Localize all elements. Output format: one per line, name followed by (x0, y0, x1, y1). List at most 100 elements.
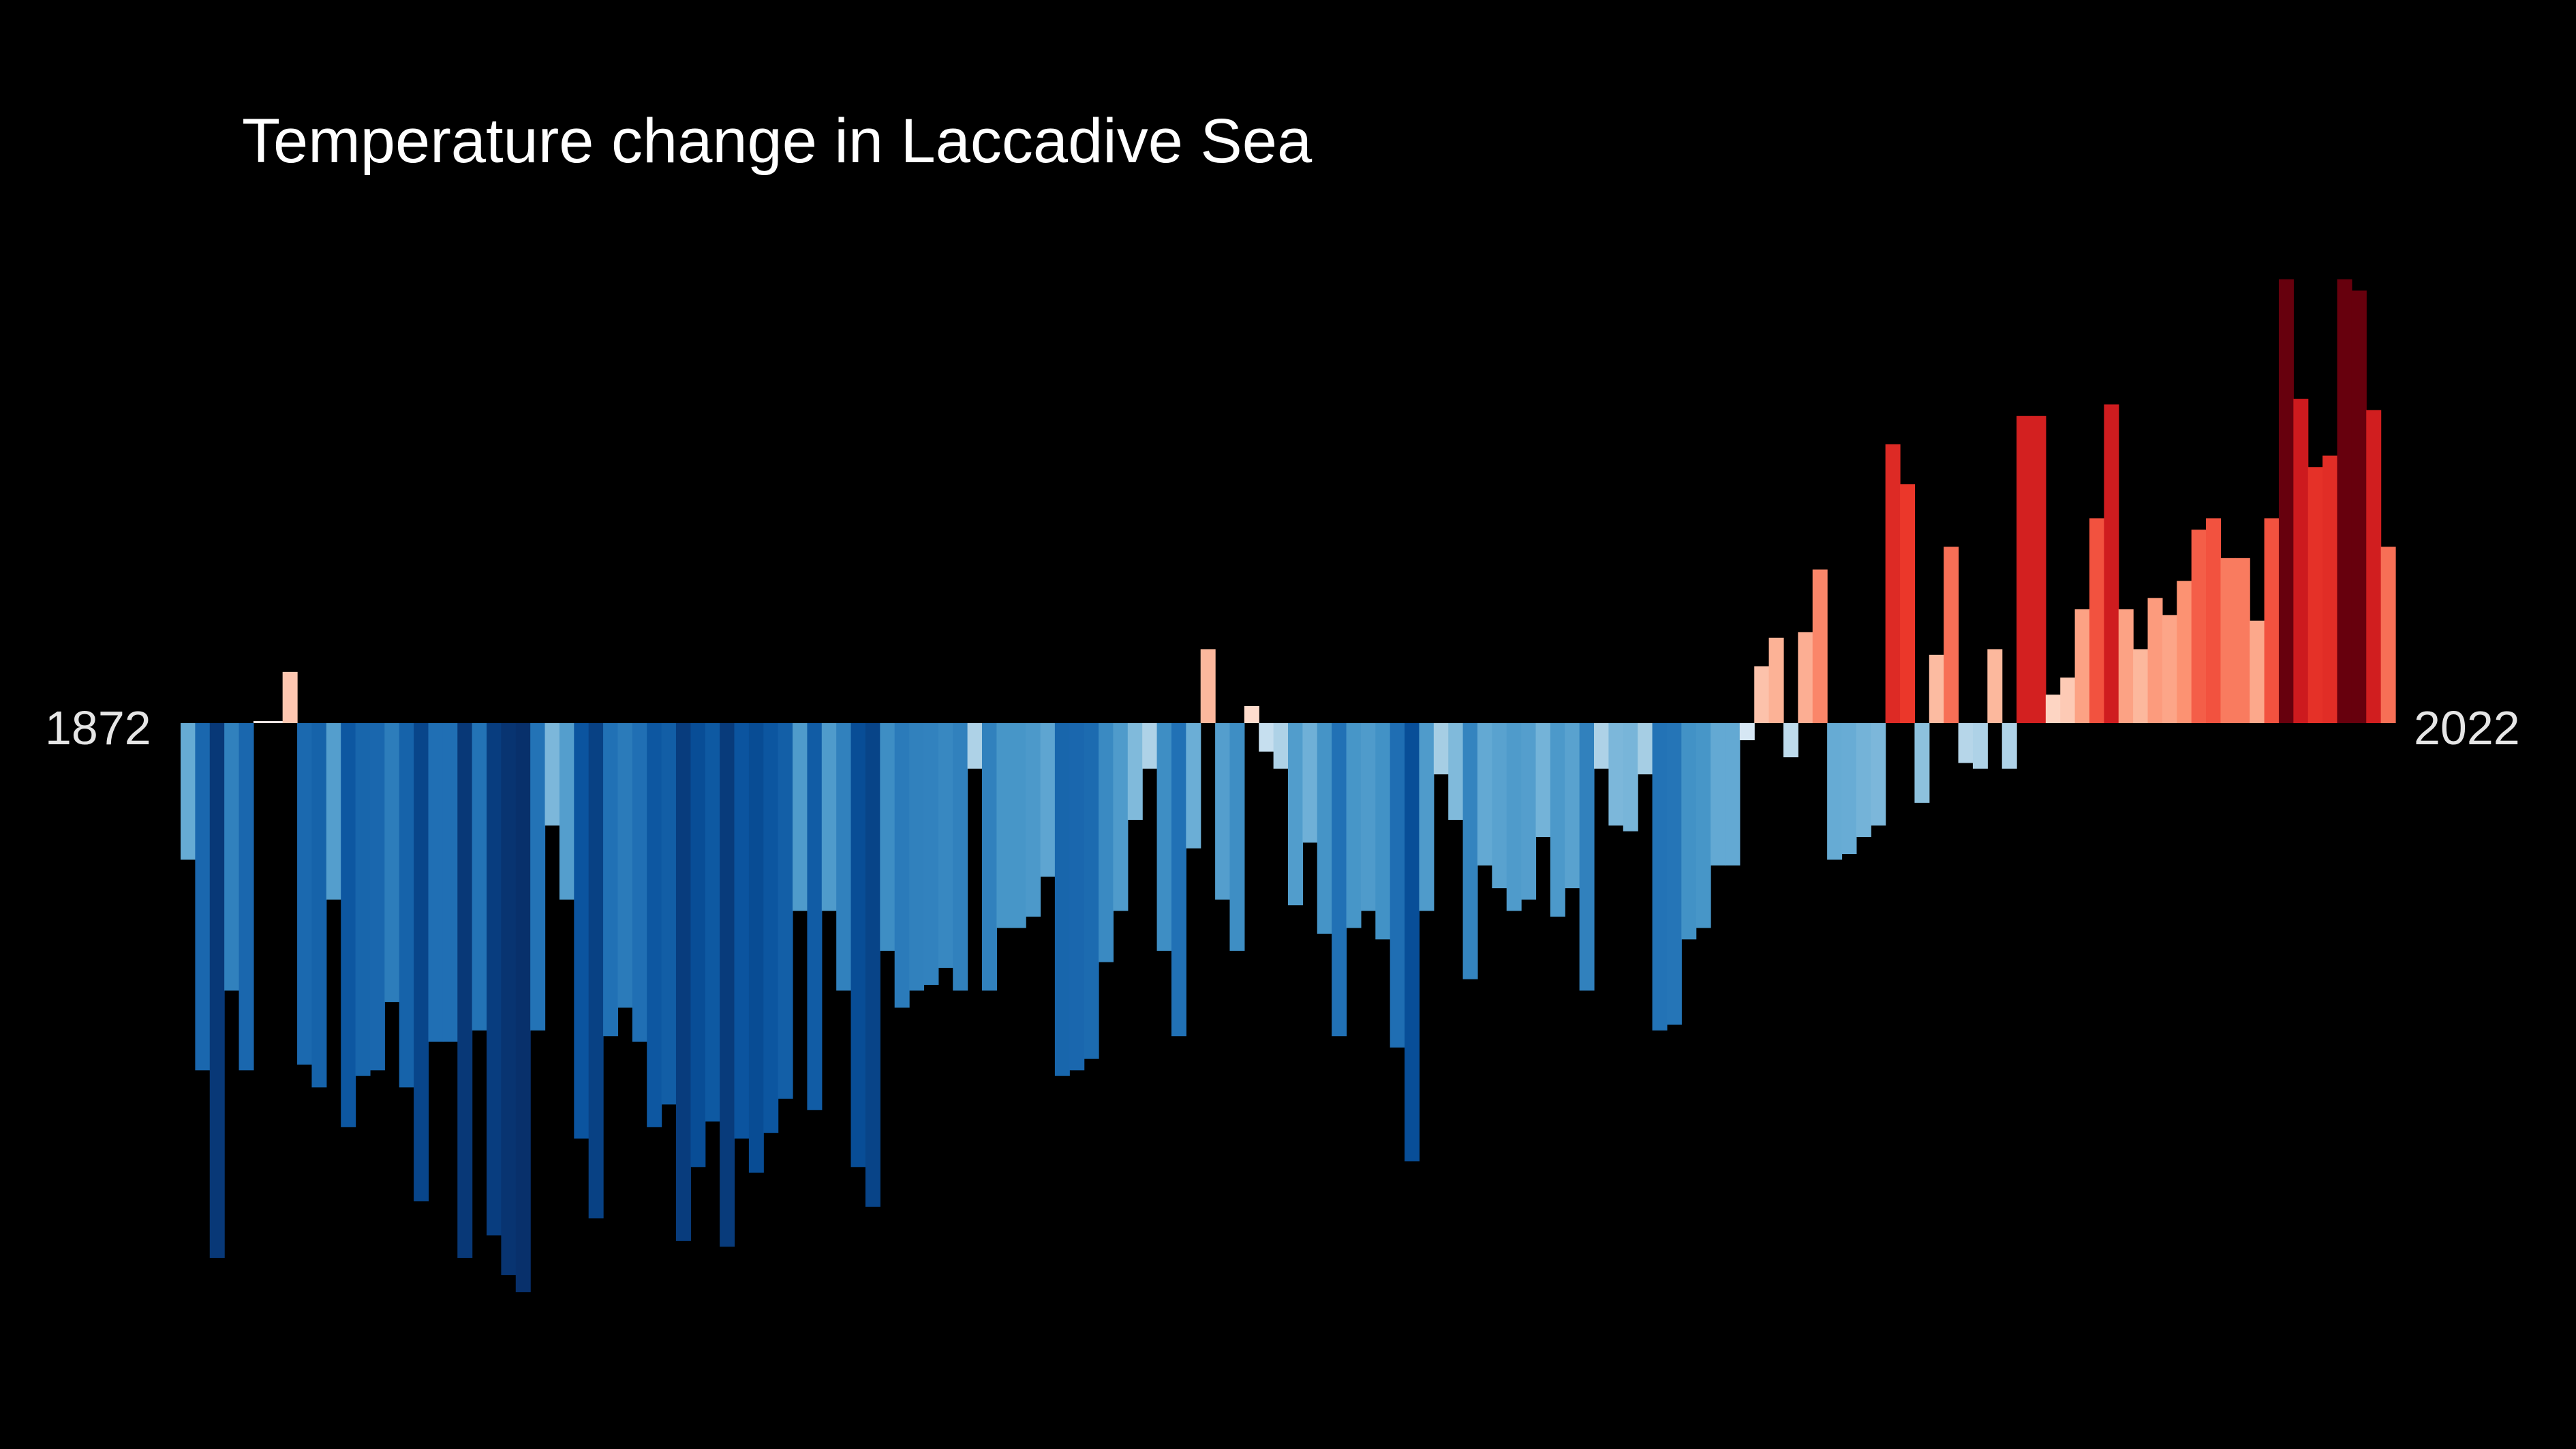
bar-1914 (793, 723, 808, 911)
bar-1980 (1754, 666, 1770, 723)
bar-1873 (195, 723, 211, 1071)
bar-1960 (1462, 723, 1478, 979)
bar-1986 (1841, 723, 1857, 855)
bar-1903 (632, 723, 647, 1042)
bar-1937 (1127, 723, 1143, 820)
bar-1969 (1594, 723, 1609, 769)
start-year-label: 1872 (45, 701, 151, 754)
bar-2021 (2351, 290, 2367, 723)
bar-1945 (1244, 705, 1259, 723)
bar-1978 (1725, 723, 1741, 866)
bar-1936 (1113, 723, 1129, 911)
bar-1995 (1972, 723, 1988, 769)
bar-1881 (311, 723, 327, 1088)
bar-1983 (1798, 632, 1813, 723)
bar-2018 (2307, 467, 2323, 723)
bar-1932 (1054, 723, 1070, 1076)
bar-1923 (923, 723, 939, 986)
bar-1975 (1681, 723, 1697, 940)
bar-1913 (778, 723, 793, 1099)
bar-1885 (369, 723, 385, 1071)
bar-1902 (617, 723, 633, 1008)
bar-1933 (1069, 723, 1085, 1071)
bar-1882 (326, 723, 341, 900)
bar-1893 (487, 723, 502, 1236)
bar-1897 (545, 723, 560, 826)
bar-1909 (720, 723, 735, 1247)
bar-1915 (807, 723, 823, 1110)
bar-1939 (1156, 723, 1172, 951)
bar-2002 (2074, 609, 2090, 723)
bar-1928 (996, 723, 1012, 928)
bar-1874 (209, 723, 225, 1258)
bar-1966 (1550, 723, 1565, 917)
bar-1963 (1506, 723, 1522, 911)
bar-1904 (647, 723, 662, 1127)
bar-1976 (1696, 723, 1711, 928)
bar-1941 (1186, 723, 1201, 849)
bar-2013 (2235, 558, 2250, 723)
bar-1906 (675, 723, 691, 1241)
bar-1951 (1332, 723, 1347, 1037)
bar-2008 (2162, 615, 2177, 723)
bar-2019 (2322, 455, 2338, 723)
bar-1883 (341, 723, 356, 1127)
bar-2012 (2220, 558, 2236, 723)
bar-1898 (559, 723, 574, 900)
bar-1908 (705, 723, 720, 1122)
bar-2020 (2337, 279, 2352, 723)
bar-1971 (1623, 723, 1638, 832)
bar-1988 (1871, 723, 1886, 826)
bar-2006 (2133, 649, 2149, 723)
bar-1950 (1317, 723, 1332, 934)
bar-2016 (2278, 279, 2294, 723)
bar-1938 (1142, 723, 1158, 769)
bar-1916 (821, 723, 837, 911)
bar-1919 (865, 723, 880, 1207)
bar-1964 (1521, 723, 1537, 900)
bar-1911 (748, 723, 764, 1173)
bar-1918 (850, 723, 866, 1168)
bar-1924 (938, 723, 953, 968)
bar-1994 (1958, 723, 1974, 763)
bar-1930 (1026, 723, 1041, 917)
bar-1890 (442, 723, 458, 1042)
bar-1929 (1011, 723, 1026, 928)
bar-1968 (1579, 723, 1595, 991)
bar-1990 (1900, 484, 1916, 723)
bar-1926 (967, 723, 983, 769)
bar-1955 (1390, 723, 1405, 1048)
bar-1952 (1346, 723, 1362, 928)
chart-title: Temperature change in Laccadive Sea (242, 106, 1313, 176)
bar-1993 (1944, 547, 1959, 723)
bar-1985 (1827, 723, 1843, 860)
bar-1877 (253, 721, 269, 723)
bar-1900 (588, 723, 604, 1219)
bar-1921 (894, 723, 910, 1008)
bar-1989 (1885, 444, 1901, 723)
bar-1997 (2002, 723, 2017, 769)
bar-1984 (1812, 569, 1828, 723)
bar-1910 (734, 723, 750, 1139)
bar-1962 (1492, 723, 1507, 889)
bar-1987 (1856, 723, 1871, 837)
bar-2001 (2060, 677, 2076, 723)
bar-1872 (181, 723, 196, 860)
bar-1922 (909, 723, 925, 991)
bar-1959 (1448, 723, 1464, 820)
bar-1943 (1215, 723, 1231, 900)
bar-1967 (1565, 723, 1580, 889)
bar-1981 (1768, 637, 1784, 723)
bar-1894 (501, 723, 517, 1275)
bar-1878 (268, 721, 283, 723)
bar-1974 (1666, 723, 1682, 1025)
bar-1977 (1711, 723, 1726, 866)
bar-2022 (2366, 410, 2382, 723)
bar-1917 (836, 723, 852, 991)
bar-1895 (515, 723, 531, 1292)
bar-1954 (1375, 723, 1391, 940)
bar-1972 (1638, 723, 1653, 775)
bar-1949 (1302, 723, 1318, 843)
bar-1958 (1433, 723, 1449, 775)
